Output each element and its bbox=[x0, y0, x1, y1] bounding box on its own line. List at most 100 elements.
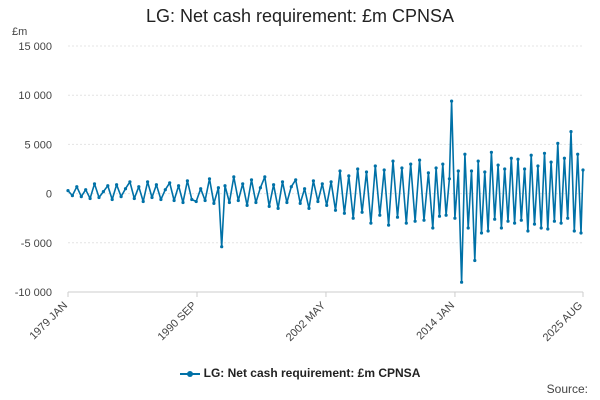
x-tick-label: 1979 JAN bbox=[27, 300, 70, 343]
data-point bbox=[562, 156, 567, 160]
data-point bbox=[289, 185, 293, 189]
data-point bbox=[506, 219, 510, 223]
data-point bbox=[333, 208, 338, 212]
data-point bbox=[483, 170, 487, 174]
data-point bbox=[276, 206, 280, 210]
data-point bbox=[347, 174, 351, 178]
data-point bbox=[499, 226, 503, 230]
data-point bbox=[395, 215, 400, 219]
data-point bbox=[404, 221, 408, 225]
data-point bbox=[338, 169, 342, 173]
data-point bbox=[426, 171, 430, 175]
data-point bbox=[447, 177, 451, 181]
data-point bbox=[360, 210, 364, 214]
data-point bbox=[194, 199, 198, 204]
data-point bbox=[529, 153, 533, 157]
data-point bbox=[137, 185, 141, 189]
data-point bbox=[241, 182, 245, 186]
y-tick-label: 0 bbox=[46, 189, 52, 201]
data-point bbox=[496, 163, 500, 167]
data-point bbox=[159, 197, 163, 202]
data-point bbox=[486, 229, 490, 233]
data-point bbox=[579, 231, 583, 235]
data-point bbox=[532, 222, 537, 226]
data-point bbox=[141, 199, 145, 204]
data-point bbox=[581, 168, 585, 172]
data-point bbox=[316, 199, 320, 204]
data-point bbox=[285, 200, 289, 205]
data-point bbox=[207, 177, 212, 181]
data-point bbox=[146, 180, 150, 184]
data-point bbox=[325, 203, 329, 207]
data-point bbox=[272, 183, 276, 187]
data-point bbox=[509, 156, 513, 160]
data-point bbox=[298, 201, 302, 205]
data-point bbox=[364, 170, 369, 174]
data-point bbox=[523, 167, 527, 171]
data-point bbox=[441, 162, 445, 166]
data-point bbox=[373, 164, 377, 168]
data-point bbox=[549, 160, 553, 164]
data-point bbox=[258, 186, 262, 190]
data-point bbox=[434, 166, 438, 170]
data-point bbox=[132, 196, 136, 201]
data-point bbox=[476, 159, 480, 163]
data-point bbox=[154, 183, 158, 187]
legend-line-marker-icon bbox=[179, 369, 200, 379]
data-point bbox=[223, 184, 227, 188]
data-point bbox=[97, 195, 101, 200]
data-point bbox=[387, 223, 391, 227]
x-tick-label: 1990 SEP bbox=[156, 300, 200, 344]
data-point bbox=[190, 197, 194, 202]
series-line bbox=[67, 100, 584, 284]
data-point bbox=[263, 175, 267, 179]
data-point bbox=[84, 188, 88, 192]
data-point bbox=[356, 167, 360, 171]
x-tick-label: 2025 AUG bbox=[541, 300, 585, 344]
data-point bbox=[369, 221, 373, 225]
data-point bbox=[150, 195, 154, 200]
data-point bbox=[216, 186, 220, 190]
data-point bbox=[249, 178, 254, 182]
data-point bbox=[479, 231, 484, 235]
data-point bbox=[437, 214, 442, 218]
data-point bbox=[453, 216, 457, 220]
data-point bbox=[254, 200, 258, 205]
data-point bbox=[382, 168, 386, 172]
data-point bbox=[466, 226, 470, 230]
data-point bbox=[128, 180, 132, 184]
data-point bbox=[181, 200, 185, 205]
data-point bbox=[422, 218, 426, 222]
legend[interactable]: LG: Net cash requirement: £m CPNSA bbox=[0, 366, 600, 380]
data-point bbox=[106, 184, 110, 188]
data-point bbox=[329, 180, 333, 184]
data-point bbox=[303, 187, 307, 191]
data-point bbox=[110, 197, 114, 202]
data-point bbox=[70, 194, 74, 198]
y-tick-label: 15 000 bbox=[18, 41, 52, 53]
data-point bbox=[559, 221, 563, 225]
data-point bbox=[413, 219, 417, 223]
data-point bbox=[203, 198, 207, 203]
data-point bbox=[566, 216, 570, 220]
data-point bbox=[418, 158, 422, 162]
data-point bbox=[342, 211, 346, 215]
data-point bbox=[542, 151, 547, 155]
legend-label: LG: Net cash requirement: £m CPNSA bbox=[203, 366, 421, 380]
data-point bbox=[473, 258, 477, 263]
data-point bbox=[519, 218, 523, 222]
data-point bbox=[536, 164, 540, 168]
data-point bbox=[101, 190, 105, 194]
data-point bbox=[456, 169, 460, 173]
data-point bbox=[513, 221, 517, 225]
data-point bbox=[516, 157, 520, 161]
data-point bbox=[378, 213, 382, 217]
y-tick-label: 5 000 bbox=[24, 139, 52, 151]
data-point bbox=[227, 200, 231, 205]
data-point bbox=[556, 141, 560, 145]
data-point bbox=[450, 99, 454, 103]
data-point bbox=[460, 280, 464, 284]
data-point bbox=[409, 162, 413, 166]
y-tick-label: -5 000 bbox=[21, 238, 52, 250]
